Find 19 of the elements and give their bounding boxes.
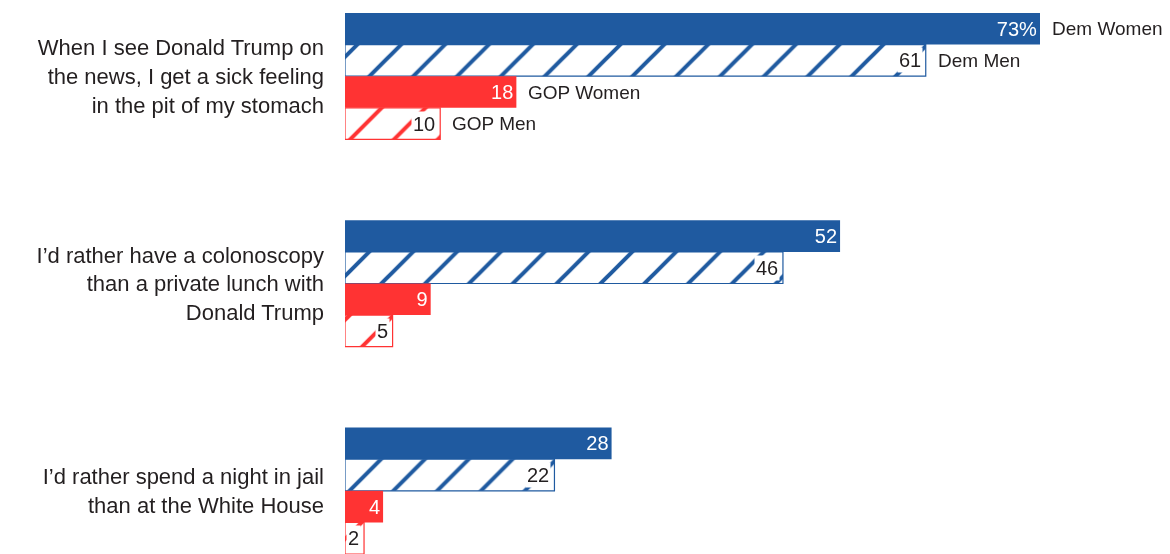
series-label: GOP Women bbox=[528, 82, 641, 103]
y-tick-label: I’d rather have a colonoscopy than a private lunch with Donald Trump bbox=[36, 242, 324, 325]
data-label: 22 bbox=[527, 464, 550, 486]
y-tick-label: When I see Donald Trump on the news, I get a sick feeling in the pit of my stomach bbox=[37, 35, 324, 118]
data-label: 10 bbox=[413, 113, 436, 135]
data-label: 28 bbox=[586, 432, 609, 455]
data-label: 5 bbox=[377, 320, 389, 342]
data-label: 4 bbox=[368, 495, 381, 518]
data-label: 9 bbox=[416, 288, 428, 311]
data-label: 61 bbox=[899, 49, 922, 71]
y-tick-label: I’d rather spend a night in jail than at the White House bbox=[42, 464, 324, 518]
data-label: 46 bbox=[756, 257, 779, 279]
data-label: 2 bbox=[348, 527, 360, 549]
data-label: 73% bbox=[996, 17, 1037, 40]
data-label: 18 bbox=[491, 81, 514, 104]
series-label: Dem Men bbox=[938, 50, 1021, 71]
series-label: Dem Women bbox=[1052, 18, 1163, 39]
data-label: 52 bbox=[814, 225, 838, 248]
series-label: GOP Men bbox=[452, 113, 537, 134]
